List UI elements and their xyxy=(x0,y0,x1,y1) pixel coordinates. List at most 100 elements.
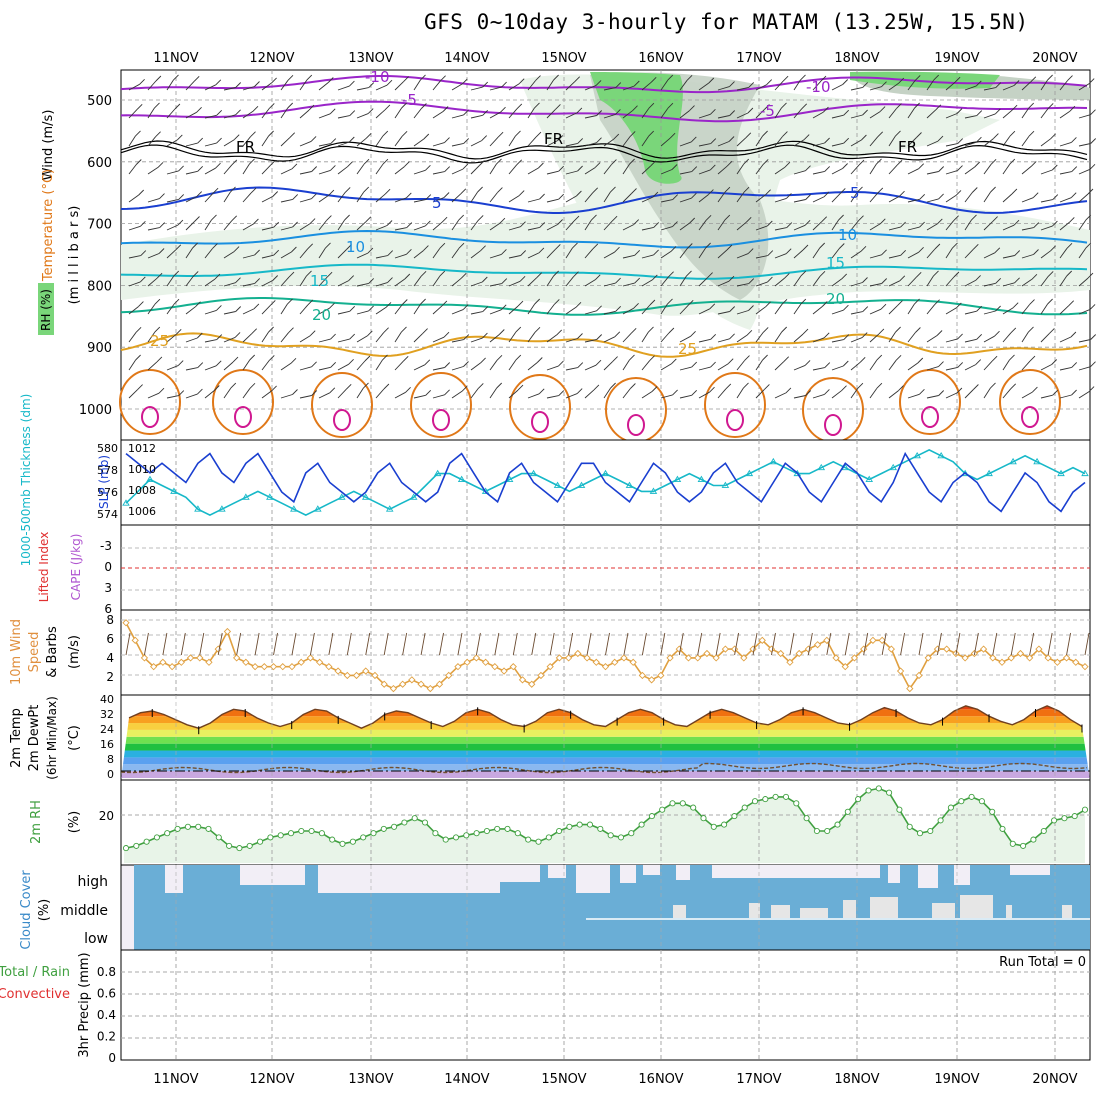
wind-barb xyxy=(337,192,346,203)
wind-barb-flag xyxy=(686,270,692,277)
wind-barb xyxy=(679,366,692,371)
rh2m-line-point xyxy=(339,840,346,847)
wind-barb-flag xyxy=(745,132,752,139)
wind-barb-flag xyxy=(558,165,565,172)
wind10-barb xyxy=(605,632,610,656)
wind-barb xyxy=(755,135,763,147)
thickness-line-point xyxy=(1033,457,1041,465)
wind-barb xyxy=(603,164,612,175)
wind-barb-flag xyxy=(1071,389,1077,396)
wind-barb-flag xyxy=(328,189,335,196)
wind-barb xyxy=(812,221,823,231)
wind-barb xyxy=(831,339,844,343)
rh2m-line-point xyxy=(731,813,738,820)
wind-barb xyxy=(774,331,783,343)
wind-barb xyxy=(166,395,179,399)
wind-barb xyxy=(869,163,877,175)
wind-barb-flag xyxy=(517,300,524,307)
wind-barb xyxy=(299,198,312,203)
wind-barb xyxy=(508,135,516,147)
wind-barb-flag xyxy=(1067,75,1073,81)
wind-barb-flag xyxy=(782,75,789,82)
wind10-speed-line-point xyxy=(611,658,619,666)
wind-barb-flag xyxy=(972,243,979,250)
wind-barb-flag xyxy=(824,362,831,368)
wind-barb-flag xyxy=(482,109,489,116)
wind-barb-flag xyxy=(1047,298,1053,305)
wind-barb xyxy=(774,166,786,175)
wind-barb xyxy=(793,249,804,259)
wind10-barb xyxy=(586,632,592,656)
wind10-barb xyxy=(236,632,242,656)
wind-barb-flag xyxy=(594,274,601,281)
wind-barb xyxy=(1002,163,1011,175)
wind-barb xyxy=(641,107,650,119)
cloud-gap-high xyxy=(240,865,305,885)
wind-barb xyxy=(945,143,958,147)
temp-band xyxy=(121,750,1090,758)
wind-barb xyxy=(850,86,863,91)
wind-barb xyxy=(394,107,402,119)
wind-barb xyxy=(1059,366,1072,371)
wind-barb-flag xyxy=(501,249,507,255)
rh2m-line-point xyxy=(195,823,202,830)
wind-barb-flag xyxy=(382,130,389,137)
wind10-speed-line-point xyxy=(186,654,195,662)
wind-barb-flag xyxy=(422,328,428,334)
wind10-speed-line-point xyxy=(1053,658,1061,666)
wind-barb-flag xyxy=(235,82,242,88)
wind-barb xyxy=(527,167,539,175)
wind10-speed-line-point xyxy=(841,663,849,671)
label-10m-wind: 10m Wind xyxy=(9,619,24,685)
wind-barb-flag xyxy=(326,271,333,278)
wind-barb-flag xyxy=(953,271,960,278)
wind-barb xyxy=(394,227,407,231)
wind-barb-flag xyxy=(629,131,636,137)
wind-barb-flag xyxy=(724,214,731,221)
wind-barb-flag xyxy=(425,194,432,200)
wind-barb-flag xyxy=(1070,331,1077,338)
wind-barb xyxy=(223,336,236,343)
wind-barb-flag xyxy=(325,242,331,249)
wind-barb xyxy=(869,387,878,399)
rh-legend-swatch xyxy=(38,283,54,335)
wind-barb xyxy=(413,394,426,399)
wind-barb-flag xyxy=(273,249,280,256)
wind-barb xyxy=(812,367,825,371)
wind-barb-flag xyxy=(138,301,144,307)
rh2m-line-point xyxy=(628,830,635,837)
run-total: Run Total = 0 xyxy=(999,955,1086,970)
wind-barb-flag xyxy=(194,216,200,222)
wind-barb-flag xyxy=(860,245,867,252)
wind-barb-flag xyxy=(349,333,356,340)
thickness-line-point xyxy=(433,469,442,477)
wind-barb xyxy=(698,169,711,175)
wind-barb-flag xyxy=(519,275,526,282)
wind-barb xyxy=(565,112,578,119)
rh2m-line-point xyxy=(648,813,655,820)
wind-barb-flag xyxy=(462,163,469,170)
thickness-line-point xyxy=(194,505,202,512)
wind-barb xyxy=(432,305,443,315)
rh2m-line-point xyxy=(751,798,759,805)
wind-barb xyxy=(166,365,179,371)
wind-barb-flag xyxy=(444,166,451,172)
wind-barb-flag xyxy=(423,133,430,140)
wind-barb-flag xyxy=(710,138,717,144)
wind-barb xyxy=(565,220,575,231)
wind-barb-flag xyxy=(135,354,141,361)
wind10-barb xyxy=(992,632,998,656)
label-total-rain: Total / Rain xyxy=(0,965,70,980)
wind-barb xyxy=(280,251,292,259)
wind-barb-flag xyxy=(482,306,489,312)
wind-barb-flag xyxy=(783,356,790,363)
wind-barb xyxy=(356,191,365,203)
wind-barb xyxy=(489,136,499,147)
wind-barb xyxy=(565,276,574,287)
wind-barb-flag xyxy=(249,354,256,361)
wind-barb-flag xyxy=(842,360,849,367)
wind-barb-flag xyxy=(804,219,811,226)
wind-barb-flag xyxy=(1068,217,1075,223)
wind-barb-flag xyxy=(634,249,641,256)
